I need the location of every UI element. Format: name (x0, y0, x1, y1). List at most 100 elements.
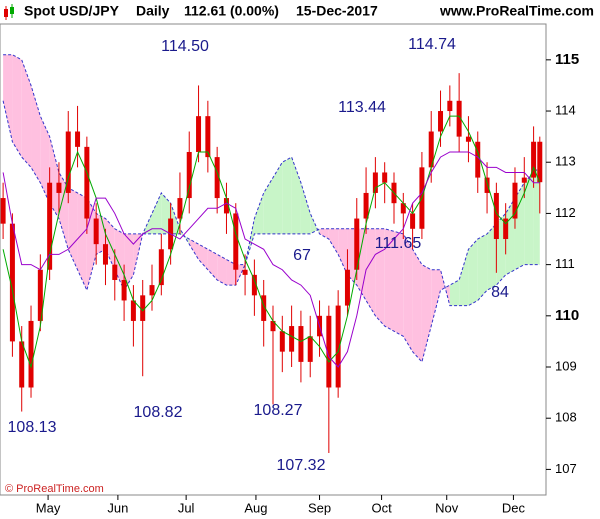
x-tick-label: Sep (308, 500, 331, 515)
cloud-segment (477, 233, 488, 301)
y-tick-label: 107 (555, 461, 577, 476)
candle-body (196, 116, 202, 152)
x-tick-label: Oct (371, 500, 392, 515)
candle-body (261, 295, 267, 321)
icon (4, 4, 14, 20)
candle-body (186, 151, 192, 199)
candle-body (335, 305, 341, 388)
y-tick-label: 112 (555, 205, 576, 220)
price-annotation: 114.50 (161, 38, 209, 55)
cloud-segment (179, 228, 190, 245)
candle-body (84, 146, 90, 219)
cloud-segment (449, 279, 460, 306)
cloud-segment (384, 228, 394, 332)
cloud-segment (524, 172, 534, 265)
candle-body (326, 315, 332, 388)
candle-body (503, 218, 509, 240)
cloud-segment (338, 228, 348, 275)
candle-body (102, 244, 108, 265)
cloud-segment (124, 233, 134, 291)
cloud-segment (282, 157, 292, 234)
price-annotation: 108.27 (254, 402, 303, 419)
indicator-line (2, 151, 540, 368)
cloud-segment (263, 177, 273, 234)
candle-body (484, 177, 490, 193)
period: Daily (136, 3, 170, 19)
candle-body (19, 341, 25, 388)
candle-body (537, 141, 543, 183)
cloud-segment (421, 264, 432, 362)
candle-body (149, 285, 155, 296)
candle-body (289, 326, 295, 352)
y-tick-label: 113 (555, 154, 576, 169)
candle-body (400, 203, 406, 214)
cloud-segment (291, 157, 301, 234)
candle-body (438, 111, 444, 132)
price-annotation: 107.32 (277, 457, 326, 474)
date: 15-Dec-2017 (296, 3, 378, 19)
candle-body (372, 172, 378, 193)
y-tick-label: 114 (555, 102, 576, 117)
candle-body (382, 172, 388, 183)
candle-body (65, 131, 71, 193)
cloud-segment (273, 162, 283, 234)
x-tick-label: Nov (435, 500, 459, 515)
candle-body (223, 198, 229, 214)
cloud-segment (403, 233, 413, 352)
cloud-segment (328, 228, 339, 255)
cloud-segment (459, 249, 469, 306)
cloud-segment (254, 192, 264, 234)
candle-body (344, 269, 350, 306)
footer: © ProRealTime.com (5, 483, 104, 495)
candle-body (521, 177, 527, 183)
cloud-segment (152, 192, 162, 234)
candle-body (465, 136, 471, 142)
price-annotation: 111.65 (375, 235, 422, 252)
cloud-segment (12, 54, 22, 158)
cloud-segment (198, 244, 208, 270)
x-tick-label: May (36, 500, 61, 515)
y-tick-label: 110 (555, 307, 579, 324)
candle-body (456, 100, 462, 137)
cloud-segment (393, 231, 404, 337)
candle-body (9, 223, 15, 342)
candle-body (475, 141, 481, 178)
cloud-segment (3, 54, 13, 142)
candle-body (242, 269, 248, 275)
plot-frame (0, 23, 547, 496)
cloud-segment (431, 269, 441, 327)
price-annotation: 113.44 (338, 99, 386, 116)
price-annotation: 114.74 (408, 36, 456, 53)
cloud-segment (319, 228, 329, 240)
x-tick-label: Jun (107, 500, 128, 515)
candle-body (130, 300, 136, 321)
candle-body (121, 279, 127, 301)
cloud-segment (412, 249, 422, 362)
candle-body (410, 213, 416, 229)
price-annotation: 67 (293, 247, 311, 264)
candle-body (354, 218, 360, 270)
candle-body (205, 116, 211, 158)
candle-body (512, 182, 518, 219)
cloud-segment (68, 187, 78, 270)
candle-body (270, 320, 276, 332)
cloud-segment (366, 228, 376, 316)
y-tick-label: 109 (555, 358, 577, 373)
candle-body (298, 326, 304, 362)
x-tick-label: Dec (502, 500, 526, 515)
indicator-line (2, 115, 541, 369)
candle-body (75, 131, 81, 147)
cloud-segment (40, 116, 50, 204)
cloud-segment (533, 167, 540, 265)
candle-body (158, 249, 164, 286)
cloud-segment (21, 59, 32, 168)
y-tick-label: 111 (555, 256, 575, 271)
site: www.ProRealTime.com (439, 3, 594, 19)
candle-body (177, 198, 183, 219)
cloud-segment (468, 239, 478, 306)
cloud-segment (245, 218, 255, 265)
price-annotation: 108.13 (8, 419, 57, 436)
x-tick-label: Jul (178, 500, 195, 515)
candle-body (251, 274, 257, 296)
candle-body (37, 269, 43, 321)
